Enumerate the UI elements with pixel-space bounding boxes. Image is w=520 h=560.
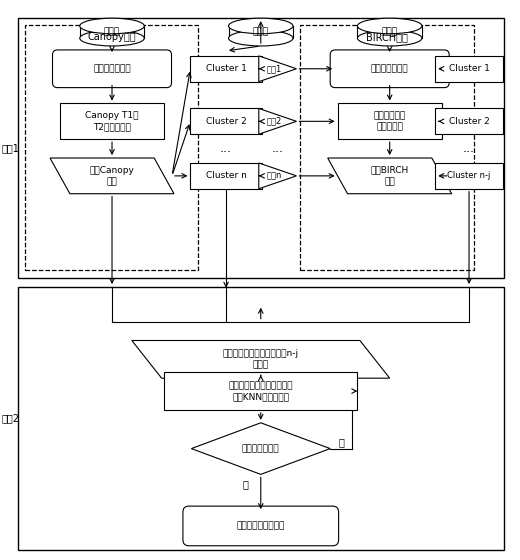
Text: BIRCH聚类: BIRCH聚类 (366, 32, 408, 42)
Bar (18, 287, 504, 550)
Text: 否: 否 (338, 437, 344, 447)
Bar (164, 372, 357, 410)
Bar (190, 109, 262, 134)
Bar (228, 26, 293, 38)
Polygon shape (191, 423, 330, 474)
Polygon shape (259, 163, 296, 189)
Text: Cluster n-j: Cluster n-j (447, 171, 491, 180)
Ellipse shape (228, 30, 293, 46)
FancyBboxPatch shape (330, 50, 449, 87)
Text: 输入样本的簇分配数据集（n-j
个簇）: 输入样本的簇分配数据集（n-j 个簇） (223, 349, 299, 370)
Bar (60, 104, 164, 139)
Text: ...: ... (220, 142, 232, 155)
Text: Cluster 2: Cluster 2 (206, 117, 246, 126)
Bar (357, 26, 422, 38)
Bar (435, 163, 503, 189)
Text: 执行Canopy
聚类: 执行Canopy 聚类 (89, 166, 135, 186)
Text: 执行BIRCH
聚类: 执行BIRCH 聚类 (371, 166, 409, 186)
Text: Canopy聚类: Canopy聚类 (87, 32, 136, 42)
Text: 对所有样本计算欧氏距离，
依据KNN进行簇微调: 对所有样本计算欧氏距离， 依据KNN进行簇微调 (228, 381, 293, 401)
Text: 聚类数据预处理: 聚类数据预处理 (93, 64, 131, 73)
Text: 是: 是 (243, 479, 249, 489)
Ellipse shape (357, 18, 422, 34)
Ellipse shape (228, 18, 293, 34)
Ellipse shape (357, 30, 422, 46)
Bar (190, 56, 262, 82)
Text: Canopy T1、
T2等参数设置: Canopy T1、 T2等参数设置 (85, 111, 139, 132)
Polygon shape (259, 56, 296, 82)
Bar (18, 18, 504, 278)
Text: ...: ... (271, 142, 283, 155)
Text: Cluster n: Cluster n (205, 171, 246, 180)
Text: 输出离散化数据结果: 输出离散化数据结果 (237, 521, 285, 530)
Polygon shape (259, 109, 296, 134)
Text: 质心1: 质心1 (266, 64, 281, 73)
Text: 数据源: 数据源 (382, 27, 398, 36)
Bar (337, 104, 442, 139)
Bar (25, 25, 198, 270)
Text: 样本调整完毕？: 样本调整完毕？ (242, 444, 280, 453)
Text: 阶段2: 阶段2 (2, 413, 20, 423)
Bar (190, 163, 262, 189)
Ellipse shape (80, 30, 144, 46)
Polygon shape (328, 158, 452, 194)
Polygon shape (50, 158, 174, 194)
Bar (80, 26, 144, 38)
Bar (435, 56, 503, 82)
Text: ...: ... (463, 142, 475, 155)
Ellipse shape (80, 18, 144, 34)
Text: 数据源: 数据源 (253, 27, 269, 36)
Bar (301, 25, 474, 270)
Text: 质心n: 质心n (266, 171, 281, 180)
Text: Cluster 2: Cluster 2 (449, 117, 489, 126)
Bar (435, 109, 503, 134)
FancyBboxPatch shape (53, 50, 172, 87)
FancyBboxPatch shape (183, 506, 339, 546)
Text: 以质心数目作
为聚类上限: 以质心数目作 为聚类上限 (373, 111, 406, 132)
Text: 聚类中心预处理: 聚类中心预处理 (371, 64, 409, 73)
Polygon shape (132, 340, 389, 378)
Text: 质心2: 质心2 (266, 117, 281, 126)
Text: 阶段1: 阶段1 (2, 143, 20, 153)
Text: Cluster 1: Cluster 1 (205, 64, 246, 73)
Text: Cluster 1: Cluster 1 (449, 64, 489, 73)
Text: 数据源: 数据源 (104, 27, 120, 36)
